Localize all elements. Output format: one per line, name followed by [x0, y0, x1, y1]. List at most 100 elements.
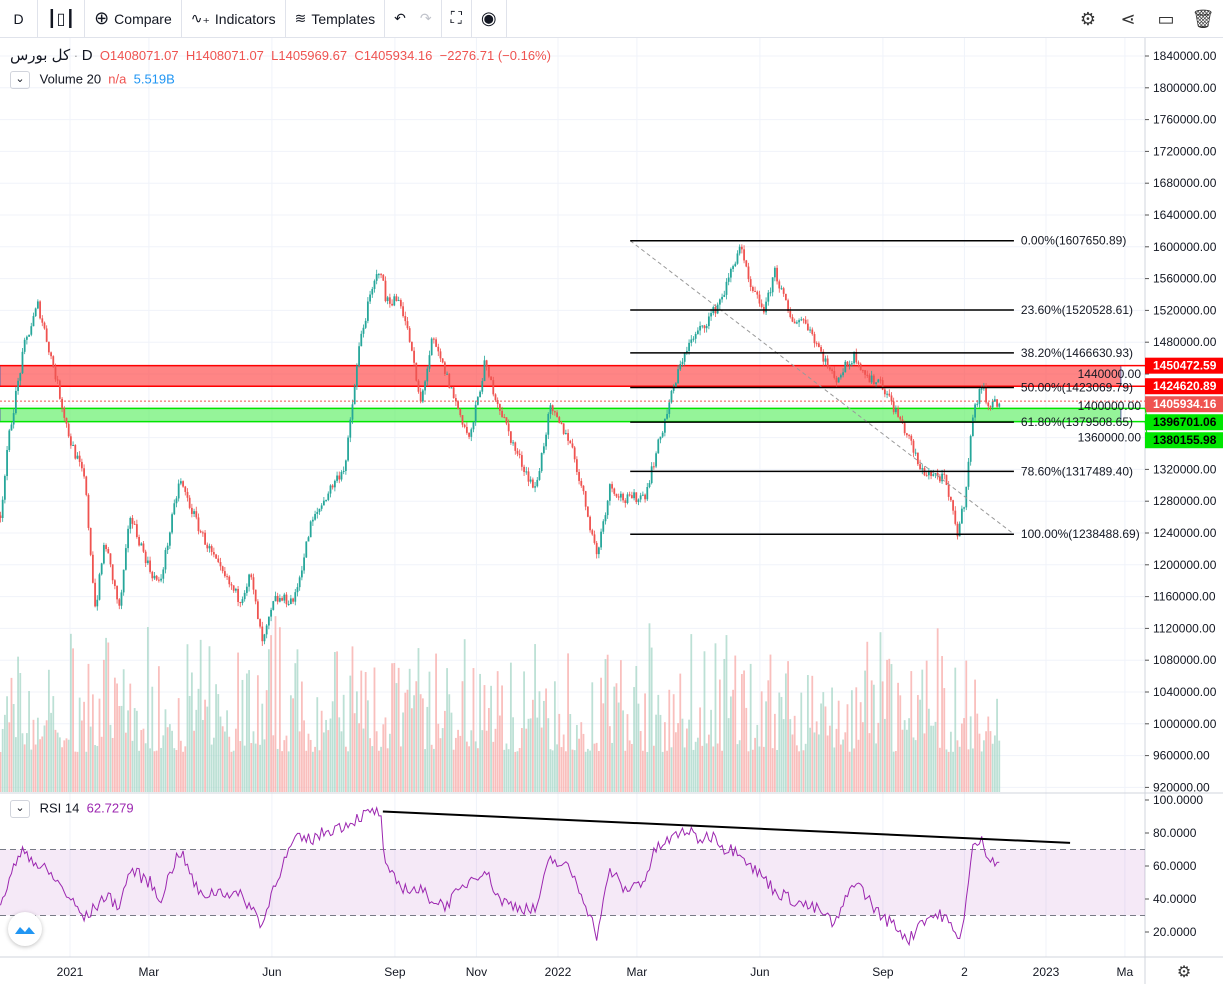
volume-bar — [778, 692, 781, 792]
candle-body — [294, 592, 297, 602]
volume-bar — [175, 750, 178, 792]
volume-bar — [149, 748, 151, 792]
volume-bar — [813, 732, 816, 792]
settings-button[interactable]: ⚙ — [1069, 0, 1107, 38]
candle-body — [932, 474, 935, 477]
candle-body — [6, 450, 8, 477]
indicators-button[interactable]: ∿₊ Indicators — [182, 0, 286, 38]
volume-bar — [294, 663, 297, 792]
tradingview-logo[interactable] — [8, 912, 42, 946]
candle-body — [259, 619, 261, 627]
rsi-collapse-chevron-icon[interactable]: ⌄ — [10, 800, 30, 818]
candle-body — [157, 579, 160, 581]
volume-bar — [386, 748, 389, 792]
candle-body — [591, 530, 594, 535]
volume-bar — [604, 659, 607, 792]
volume-bar — [138, 750, 140, 792]
volume-bar — [996, 698, 998, 792]
candle-body — [892, 401, 895, 413]
volume-bar — [641, 750, 644, 792]
price-axis-label: 1640000.00 — [1153, 208, 1217, 222]
candle-body — [120, 592, 123, 606]
delete-button[interactable]: 🗑 — [1184, 0, 1222, 38]
volume-bar — [925, 660, 928, 792]
volume-bar — [402, 712, 404, 792]
candle-body — [94, 582, 96, 607]
volume-bar — [362, 728, 365, 792]
candle-body — [311, 519, 314, 522]
candle-body — [380, 274, 382, 276]
candle-body — [375, 274, 378, 281]
time-axis-label: 2023 — [1033, 965, 1060, 979]
ohlc-low: L1405969.67 — [271, 48, 348, 63]
candle-body — [494, 394, 497, 401]
chart-type-button[interactable]: ┃▯┃ — [38, 0, 86, 38]
candle-body — [162, 569, 165, 579]
volume-bar — [58, 737, 61, 792]
volume-bar — [78, 697, 81, 792]
volume-bar — [182, 751, 184, 792]
volume-bar — [714, 643, 717, 792]
volume-bar — [151, 686, 154, 792]
volume-bar — [762, 746, 765, 792]
candle-body — [230, 584, 233, 586]
volume-bar — [696, 737, 699, 792]
candle-body — [870, 375, 873, 383]
volume-bar — [679, 673, 682, 792]
undo-icon[interactable]: ↶ — [394, 10, 406, 26]
candle-body — [769, 292, 772, 294]
candle-body — [646, 487, 649, 500]
compare-button[interactable]: ⊕ Compare — [85, 0, 182, 38]
volume-bar — [208, 646, 211, 792]
fullscreen-button[interactable]: ⛶ — [442, 0, 472, 38]
candle-body — [716, 304, 719, 314]
candle-body — [413, 350, 415, 363]
interval-button[interactable]: D — [0, 0, 38, 38]
volume-bar — [349, 675, 352, 792]
candle-body — [212, 552, 215, 555]
volume-bar — [298, 731, 301, 792]
templates-button[interactable]: ≋ Templates — [286, 0, 386, 38]
candle-body — [415, 362, 418, 381]
volume-bar — [259, 744, 261, 792]
volume-bar — [859, 702, 862, 792]
time-axis-settings-gear-icon[interactable]: ⚙ — [1177, 964, 1191, 981]
candle-body — [355, 366, 358, 387]
hide-drawings-button[interactable]: ◉ — [472, 0, 507, 38]
candle-body — [839, 375, 842, 378]
redo-icon[interactable]: ↷ — [419, 10, 432, 26]
volume-bar — [355, 691, 358, 792]
candle-body — [111, 564, 114, 581]
share-button[interactable]: ⋖ — [1109, 0, 1147, 38]
candle-body — [674, 383, 677, 387]
fib-level-label: 0.00%(1607650.89) — [1021, 234, 1126, 248]
volume-bar — [127, 710, 129, 792]
volume-bar — [463, 639, 466, 792]
volume-series — [0, 616, 1001, 792]
volume-bar — [635, 665, 638, 792]
volume-bar — [798, 751, 800, 792]
candle-body — [305, 541, 308, 558]
volume-bar — [52, 696, 55, 792]
candle-body — [914, 452, 917, 454]
snapshot-button[interactable]: ▭ — [1147, 0, 1185, 38]
candle-body — [985, 387, 987, 403]
collapse-chevron-icon[interactable]: ⌄ — [10, 71, 30, 89]
candle-body — [683, 353, 686, 362]
volume-bar — [177, 698, 180, 792]
volume-bar — [419, 694, 422, 792]
candle-body — [547, 413, 550, 435]
volume-bar — [503, 749, 506, 792]
volume-bar — [45, 720, 48, 792]
volume-bar — [248, 670, 250, 792]
rsi-axis-label: 60.0000 — [1153, 859, 1197, 873]
candle-body — [800, 319, 803, 321]
candle-body — [784, 293, 787, 301]
candle-body — [617, 496, 620, 498]
volume-bar — [613, 686, 616, 792]
volume-bar — [144, 743, 147, 792]
volume-bar — [408, 668, 411, 792]
candle-body — [474, 404, 477, 422]
volume-bar — [215, 684, 217, 792]
